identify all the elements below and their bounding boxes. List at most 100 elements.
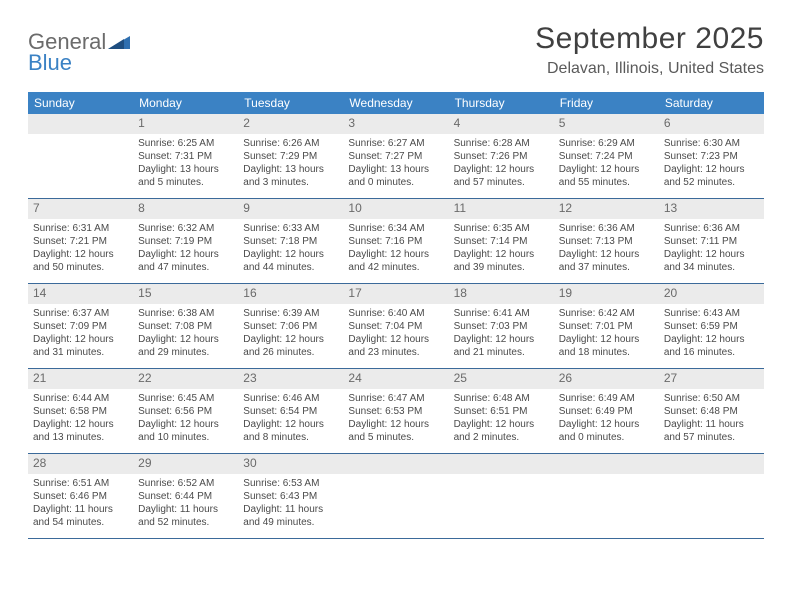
daylight-line: Daylight: 12 hours and 39 minutes. (454, 248, 549, 274)
logo-mark-icon (108, 33, 130, 49)
calendar-day: 7Sunrise: 6:31 AMSunset: 7:21 PMDaylight… (28, 199, 133, 283)
sunset-line: Sunset: 6:51 PM (454, 405, 549, 418)
weekday-header: Monday (133, 92, 238, 114)
day-number: 3 (348, 116, 355, 130)
sunset-line: Sunset: 7:26 PM (454, 150, 549, 163)
day-number: 26 (559, 371, 572, 385)
sunrise-line: Sunrise: 6:49 AM (559, 392, 654, 405)
daylight-line: Daylight: 11 hours and 52 minutes. (138, 503, 233, 529)
day-number: 6 (664, 116, 671, 130)
day-number: 28 (33, 456, 46, 470)
sunrise-line: Sunrise: 6:51 AM (33, 477, 128, 490)
daylight-line: Daylight: 11 hours and 49 minutes. (243, 503, 338, 529)
sunset-line: Sunset: 6:58 PM (33, 405, 128, 418)
sunset-line: Sunset: 6:44 PM (138, 490, 233, 503)
daylight-line: Daylight: 12 hours and 29 minutes. (138, 333, 233, 359)
day-number: 16 (243, 286, 256, 300)
day-number-row: 6 (659, 114, 764, 134)
day-number: 2 (243, 116, 250, 130)
sunrise-line: Sunrise: 6:35 AM (454, 222, 549, 235)
daylight-line: Daylight: 12 hours and 2 minutes. (454, 418, 549, 444)
daylight-line: Daylight: 12 hours and 0 minutes. (559, 418, 654, 444)
calendar-week: 14Sunrise: 6:37 AMSunset: 7:09 PMDayligh… (28, 284, 764, 369)
day-number-row: 28 (28, 454, 133, 474)
calendar-day: 2 Sunrise: 6:26 AMSunset: 7:29 PMDaylight… (238, 114, 343, 198)
sunrise-line: Sunrise: 6:28 AM (454, 137, 549, 150)
day-number-row: 15 (133, 284, 238, 304)
daylight-line: Daylight: 13 hours and 3 minutes. (243, 163, 338, 189)
sunrise-line: Sunrise: 6:38 AM (138, 307, 233, 320)
day-number-row: 5 (554, 114, 659, 134)
day-number (454, 456, 457, 470)
sunset-line: Sunset: 7:23 PM (664, 150, 759, 163)
day-number-row: 25 (449, 369, 554, 389)
sunset-line: Sunset: 6:46 PM (33, 490, 128, 503)
day-number-row: 2 (238, 114, 343, 134)
sunrise-line: Sunrise: 6:25 AM (138, 137, 233, 150)
sunrise-line: Sunrise: 6:50 AM (664, 392, 759, 405)
calendar-day: 3Sunrise: 6:27 AMSunset: 7:27 PMDaylight… (343, 114, 448, 198)
daylight-line: Daylight: 12 hours and 42 minutes. (348, 248, 443, 274)
day-number-row: 21 (28, 369, 133, 389)
weekday-header-row: SundayMondayTuesdayWednesdayThursdayFrid… (28, 92, 764, 114)
sunset-line: Sunset: 6:56 PM (138, 405, 233, 418)
sunrise-line: Sunrise: 6:34 AM (348, 222, 443, 235)
calendar-day: 12 Sunrise: 6:36 AMSunset: 7:13 PMDayligh… (554, 199, 659, 283)
sunrise-line: Sunrise: 6:48 AM (454, 392, 549, 405)
day-number: 7 (33, 201, 40, 215)
day-number: 12 (559, 201, 572, 215)
daylight-line: Daylight: 12 hours and 44 minutes. (243, 248, 338, 274)
calendar-day: 29Sunrise: 6:52 AMSunset: 6:44 PMDayligh… (133, 454, 238, 538)
daylight-line: Daylight: 13 hours and 5 minutes. (138, 163, 233, 189)
weekday-header: Thursday (449, 92, 554, 114)
sunset-line: Sunset: 6:43 PM (243, 490, 338, 503)
day-number-row: 26 (554, 369, 659, 389)
day-number-row: 7 (28, 199, 133, 219)
sunset-line: Sunset: 7:14 PM (454, 235, 549, 248)
sunset-line: Sunset: 7:13 PM (559, 235, 654, 248)
sunrise-line: Sunrise: 6:44 AM (33, 392, 128, 405)
title-block: September 2025 Delavan, Illinois, United… (535, 22, 764, 78)
sunrise-line: Sunrise: 6:39 AM (243, 307, 338, 320)
day-number: 1 (138, 116, 145, 130)
sunset-line: Sunset: 7:11 PM (664, 235, 759, 248)
calendar-day-empty (554, 454, 659, 538)
calendar-day: 20Sunrise: 6:43 AMSunset: 6:59 PMDayligh… (659, 284, 764, 368)
sunset-line: Sunset: 7:27 PM (348, 150, 443, 163)
daylight-line: Daylight: 12 hours and 5 minutes. (348, 418, 443, 444)
daylight-line: Daylight: 12 hours and 52 minutes. (664, 163, 759, 189)
calendar-day: 15Sunrise: 6:38 AMSunset: 7:08 PMDayligh… (133, 284, 238, 368)
sunset-line: Sunset: 7:21 PM (33, 235, 128, 248)
day-number-row: 24 (343, 369, 448, 389)
daylight-line: Daylight: 13 hours and 0 minutes. (348, 163, 443, 189)
sunset-line: Sunset: 7:19 PM (138, 235, 233, 248)
day-number-row: 22 (133, 369, 238, 389)
day-number: 13 (664, 201, 677, 215)
sunrise-line: Sunrise: 6:33 AM (243, 222, 338, 235)
day-number-row: 1 (133, 114, 238, 134)
sunrise-line: Sunrise: 6:36 AM (559, 222, 654, 235)
sunset-line: Sunset: 7:18 PM (243, 235, 338, 248)
calendar-body: 1Sunrise: 6:25 AMSunset: 7:31 PMDaylight… (28, 114, 764, 539)
daylight-line: Daylight: 12 hours and 37 minutes. (559, 248, 654, 274)
day-number-row: 12 (554, 199, 659, 219)
day-number: 21 (33, 371, 46, 385)
sunset-line: Sunset: 6:48 PM (664, 405, 759, 418)
calendar: SundayMondayTuesdayWednesdayThursdayFrid… (28, 92, 764, 539)
calendar-day: 6Sunrise: 6:30 AMSunset: 7:23 PMDaylight… (659, 114, 764, 198)
calendar-day: 22Sunrise: 6:45 AMSunset: 6:56 PMDayligh… (133, 369, 238, 453)
sunrise-line: Sunrise: 6:36 AM (664, 222, 759, 235)
sunset-line: Sunset: 7:29 PM (243, 150, 338, 163)
calendar-week: 21 Sunrise: 6:44 AMSunset: 6:58 PM Dayligh… (28, 369, 764, 454)
day-number-row (554, 454, 659, 474)
calendar-day: 10Sunrise: 6:34 AMSunset: 7:16 PMDayligh… (343, 199, 448, 283)
calendar-week: 1Sunrise: 6:25 AMSunset: 7:31 PMDaylight… (28, 114, 764, 199)
day-number: 4 (454, 116, 461, 130)
daylight-line: Daylight: 12 hours and 55 minutes. (559, 163, 654, 189)
daylight-line: Daylight: 11 hours and 57 minutes. (664, 418, 759, 444)
weekday-header: Friday (554, 92, 659, 114)
sunrise-line: Sunrise: 6:26 AM (243, 137, 338, 150)
sunset-line: Sunset: 7:06 PM (243, 320, 338, 333)
calendar-day: 24Sunrise: 6:47 AMSunset: 6:53 PMDayligh… (343, 369, 448, 453)
sunrise-line: Sunrise: 6:52 AM (138, 477, 233, 490)
